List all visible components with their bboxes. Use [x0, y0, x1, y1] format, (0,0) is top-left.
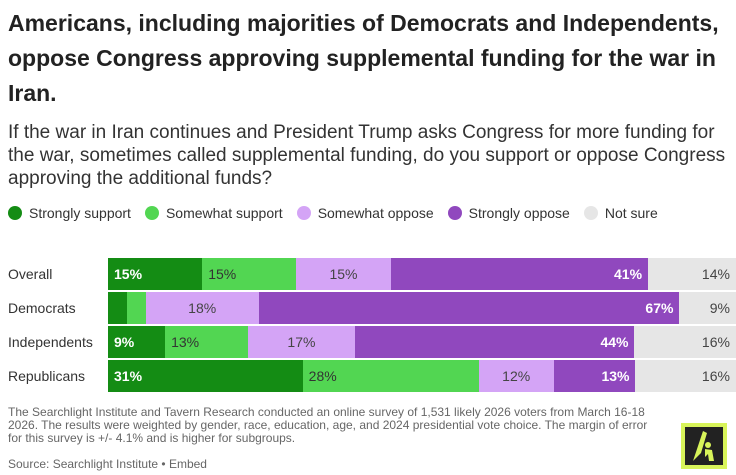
legend-swatch [583, 206, 598, 220]
bar-segment [126, 292, 146, 324]
bar-segment: 67% [258, 292, 680, 324]
legend-swatch [296, 206, 311, 220]
source: Source: Searchlight Institute • Embed [8, 457, 207, 471]
bar-segment: 13% [553, 360, 636, 392]
legend-item: Not sure [583, 202, 658, 224]
bar-segment: 18% [145, 292, 259, 324]
bar-segment: 16% [635, 360, 736, 392]
legend-item: Strongly support [8, 202, 131, 224]
bar-row: Republicans 31% 28% 12% 13% 16% [8, 360, 736, 392]
bar-segment: 13% [165, 326, 248, 358]
category-label: Democrats [8, 300, 76, 316]
stacked-bar: 9% 13% 17% 44% 16% [108, 326, 736, 358]
methodology-note: The Searchlight Institute and Tavern Res… [8, 405, 648, 445]
category-label: Independents [8, 334, 93, 350]
legend-label: Strongly support [29, 205, 131, 221]
bar-segment: 16% [634, 326, 736, 358]
bar-segment: 41% [390, 258, 649, 290]
legend-label: Strongly oppose [468, 205, 570, 221]
category-label: Overall [8, 266, 53, 282]
bar-segment: 9% [108, 326, 166, 358]
bar-row: Democrats 18% 67% 9% [8, 292, 736, 324]
legend-item: Somewhat oppose [296, 202, 434, 224]
legend-swatch [8, 206, 22, 220]
chart-subtitle: If the war in Iran continues and Preside… [8, 122, 726, 189]
stacked-bar: 15% 15% 15% 41% 14% [108, 258, 736, 290]
stacked-bar: 18% 67% 9% [108, 292, 736, 324]
bar-segment: 15% [108, 258, 203, 290]
legend-label: Somewhat support [165, 205, 283, 221]
bar-rows: Overall 15% 15% 15% 41% 14% Democrats 18% 67% 9% I… [8, 258, 736, 394]
bar-segment: 31% [108, 360, 303, 392]
bar-segment: 17% [247, 326, 356, 358]
legend-item: Somewhat support [144, 202, 283, 224]
bar-segment: 15% [296, 258, 391, 290]
bar-segment: 44% [355, 326, 635, 358]
bar-segment: 9% [679, 292, 736, 324]
bar-row: Overall 15% 15% 15% 41% 14% [8, 258, 736, 290]
chart-title: Americans, including majorities of Democ… [8, 10, 719, 106]
category-label: Republicans [8, 368, 86, 384]
bar-segment: 14% [648, 258, 736, 290]
bar-segment: 12% [478, 360, 554, 392]
legend-label: Not sure [604, 205, 658, 221]
stacked-bar: 31% 28% 12% 13% 16% [108, 360, 736, 392]
bar-segment: 28% [302, 360, 479, 392]
bar-row: Independents 9% 13% 17% 44% 16% [8, 326, 736, 358]
legend-item: Strongly oppose [447, 202, 570, 224]
legend-label: Somewhat oppose [317, 205, 434, 221]
bar-segment [108, 292, 127, 324]
legend: Strongly support Somewhat support Somewhat… [8, 202, 728, 224]
legend-swatch [447, 206, 462, 220]
legend-swatch [144, 206, 159, 220]
searchlight-logo [681, 423, 727, 469]
bar-segment: 15% [202, 258, 297, 290]
